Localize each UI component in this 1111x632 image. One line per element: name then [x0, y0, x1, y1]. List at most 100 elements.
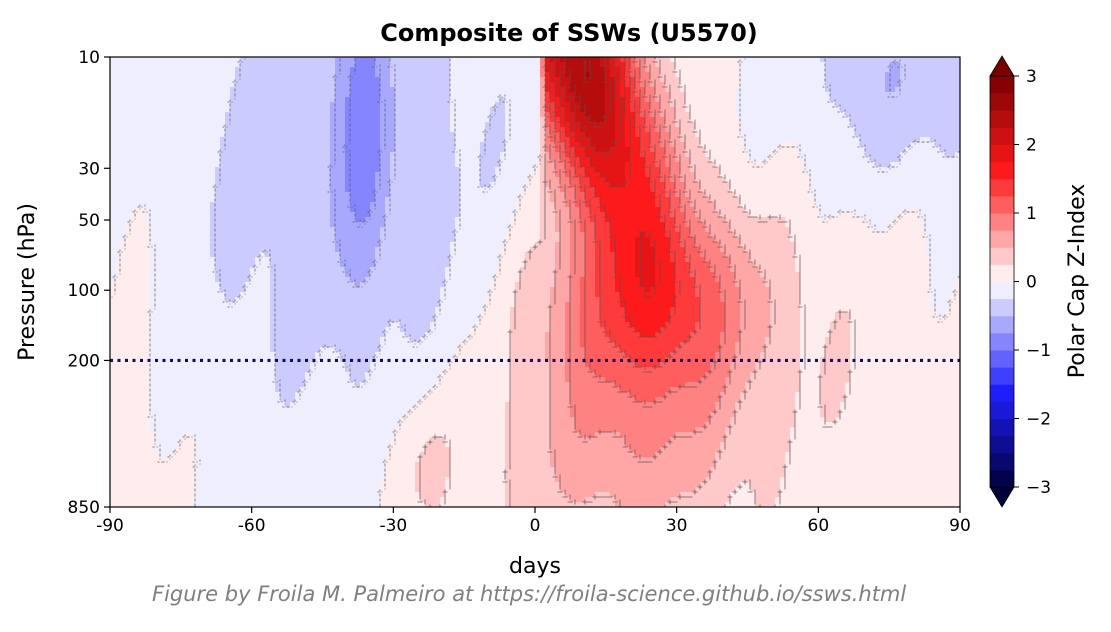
- field-cell: [750, 87, 756, 93]
- field-cell: [155, 137, 161, 143]
- field-cell: [130, 172, 136, 178]
- field-cell: [930, 97, 936, 103]
- field-cell: [855, 107, 861, 113]
- field-cell: [945, 137, 951, 143]
- field-cell: [195, 127, 201, 133]
- field-cell: [775, 192, 781, 198]
- field-cell: [260, 197, 266, 203]
- field-cell: [840, 142, 846, 148]
- field-cell: [585, 57, 591, 63]
- field-cell: [430, 107, 436, 113]
- field-cell: [790, 82, 796, 88]
- field-cell: [140, 162, 146, 168]
- field-cell: [590, 152, 596, 158]
- field-cell: [250, 137, 256, 143]
- field-cell: [695, 72, 701, 78]
- field-cell: [790, 137, 796, 143]
- field-cell: [415, 62, 421, 68]
- field-cell: [375, 82, 381, 88]
- field-cell: [380, 112, 386, 118]
- field-cell: [860, 112, 866, 118]
- field-cell: [110, 57, 116, 63]
- field-cell: [695, 112, 701, 118]
- field-cell: [890, 177, 896, 183]
- field-cell: [215, 57, 221, 63]
- field-cell: [910, 112, 916, 118]
- field-cell: [280, 82, 286, 88]
- field-cell: [655, 152, 661, 158]
- field-cell: [505, 77, 511, 83]
- field-cell: [705, 182, 711, 188]
- field-cell: [165, 142, 171, 148]
- field-cell: [185, 87, 191, 93]
- field-cell: [910, 182, 916, 188]
- field-cell: [755, 157, 761, 163]
- field-cell: [150, 142, 156, 148]
- field-cell: [330, 127, 336, 133]
- field-cell: [645, 137, 651, 143]
- field-cell: [135, 172, 141, 178]
- field-cell: [635, 142, 641, 148]
- field-cell: [685, 172, 691, 178]
- field-cell: [405, 132, 411, 138]
- field-cell: [245, 177, 251, 183]
- field-cell: [460, 107, 466, 113]
- field-cell: [400, 107, 406, 113]
- field-cell: [230, 72, 236, 78]
- field-cell: [480, 127, 486, 133]
- field-cell: [670, 182, 676, 188]
- field-cell: [860, 172, 866, 178]
- field-cell: [820, 97, 826, 103]
- field-cell: [775, 137, 781, 143]
- field-cell: [545, 117, 551, 123]
- field-cell: [310, 137, 316, 143]
- field-cell: [255, 132, 261, 138]
- field-cell: [690, 77, 696, 83]
- field-cell: [480, 117, 486, 123]
- field-cell: [955, 142, 960, 148]
- field-cell: [910, 147, 916, 153]
- field-cell: [920, 167, 926, 173]
- field-cell: [365, 132, 371, 138]
- field-cell: [930, 152, 936, 158]
- field-cell: [310, 152, 316, 158]
- field-cell: [405, 57, 411, 63]
- field-cell: [445, 122, 451, 128]
- field-cell: [820, 162, 826, 168]
- field-cell: [645, 92, 651, 98]
- field-cell: [285, 72, 291, 78]
- field-cell: [530, 57, 536, 63]
- field-cell: [525, 172, 531, 178]
- field-cell: [155, 162, 161, 168]
- field-cell: [425, 162, 431, 168]
- field-cell: [220, 62, 226, 68]
- field-cell: [200, 67, 206, 73]
- field-cell: [760, 182, 766, 188]
- field-cell: [725, 77, 731, 83]
- field-cell: [240, 182, 246, 188]
- field-cell: [625, 62, 631, 68]
- field-cell: [150, 72, 156, 78]
- field-cell: [950, 87, 956, 93]
- field-cell: [245, 162, 251, 168]
- field-cell: [955, 192, 960, 198]
- field-cell: [665, 102, 671, 108]
- field-cell: [130, 82, 136, 88]
- field-cell: [570, 167, 576, 173]
- field-cell: [435, 107, 441, 113]
- field-cell: [755, 147, 761, 153]
- field-cell: [775, 57, 781, 63]
- field-cell: [225, 167, 231, 173]
- field-cell: [230, 137, 236, 143]
- field-cell: [735, 92, 741, 98]
- field-cell: [175, 82, 181, 88]
- field-cell: [150, 152, 156, 158]
- field-cell: [715, 92, 721, 98]
- field-cell: [615, 67, 621, 73]
- field-cell: [600, 62, 606, 68]
- field-cell: [460, 117, 466, 123]
- field-cell: [860, 102, 866, 108]
- field-cell: [880, 117, 886, 123]
- field-cell: [760, 197, 766, 203]
- field-cell: [455, 112, 461, 118]
